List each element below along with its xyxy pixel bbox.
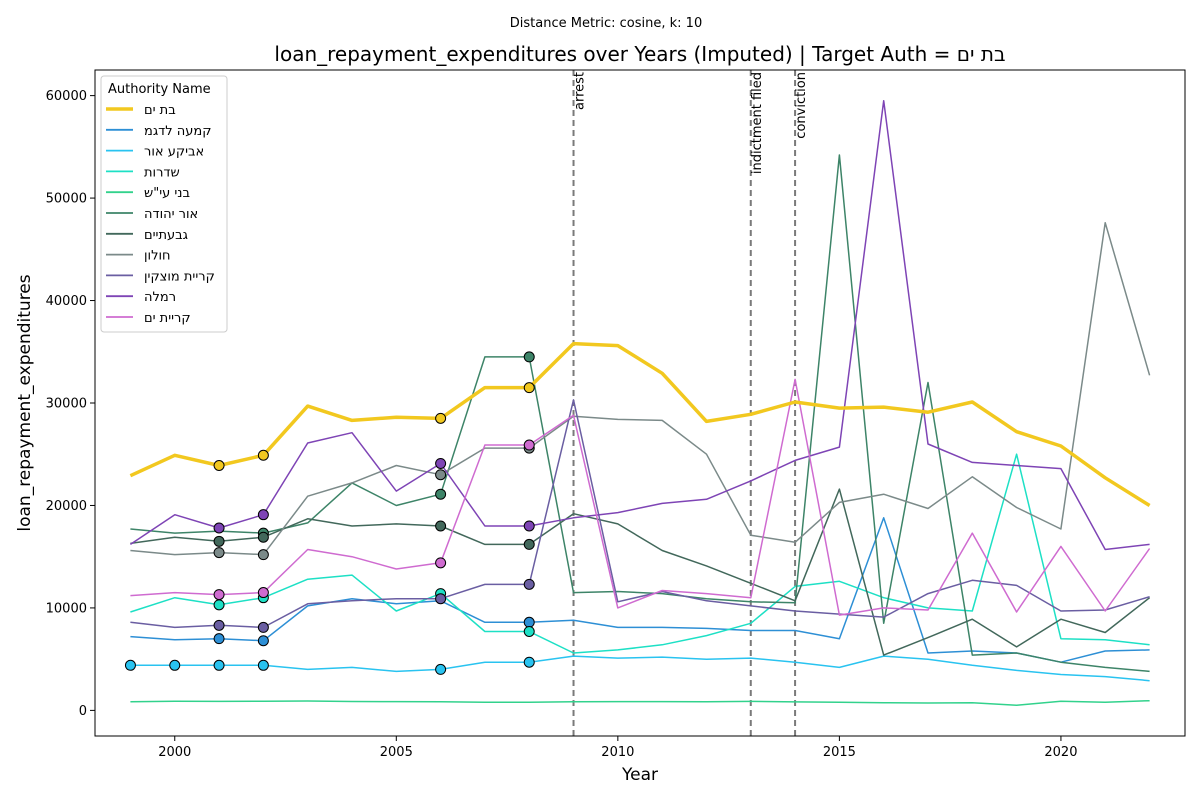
imputed-points xyxy=(124,351,535,675)
chart-title: loan_repayment_expenditures over Years (… xyxy=(274,42,1005,66)
imputed-point xyxy=(257,509,269,521)
series-line xyxy=(130,378,1151,616)
imputed-point xyxy=(257,635,269,647)
x-tick-label: 2005 xyxy=(380,745,413,760)
x-tick-label: 2020 xyxy=(1044,745,1077,760)
y-tick-label: 40000 xyxy=(46,294,87,309)
legend-label: שדרות xyxy=(144,165,180,180)
y-tick-label: 20000 xyxy=(46,499,87,514)
legend-label: חולון xyxy=(144,249,171,264)
x-tick-label: 2015 xyxy=(823,745,856,760)
imputed-point xyxy=(435,488,447,500)
imputed-point xyxy=(213,589,225,601)
legend-label: גבעתיים xyxy=(144,228,188,243)
imputed-point xyxy=(523,538,535,550)
y-tick-label: 0 xyxy=(79,704,87,719)
y-tick-label: 30000 xyxy=(46,397,87,412)
legend-label: קמעה לדגמ xyxy=(144,124,212,139)
imputed-point xyxy=(523,520,535,532)
imputed-point xyxy=(124,659,136,671)
legend-label: אביקע אור xyxy=(144,145,204,160)
imputed-point xyxy=(213,535,225,547)
imputed-point xyxy=(257,621,269,633)
y-axis: 0 10000 20000 30000 40000 50000 60000 xyxy=(46,89,95,719)
legend-label: אור יהודה xyxy=(144,207,198,222)
imputed-point xyxy=(213,659,225,671)
imputed-point xyxy=(523,625,535,637)
imputed-point xyxy=(435,593,447,605)
imputed-point xyxy=(213,599,225,611)
imputed-point xyxy=(169,659,181,671)
x-tick-label: 2010 xyxy=(601,745,634,760)
imputed-point xyxy=(257,449,269,461)
imputed-point xyxy=(523,382,535,394)
series-line xyxy=(130,655,1150,682)
event-label: indictment filed xyxy=(750,72,765,174)
x-axis: 2000 2005 2010 2015 2020 xyxy=(158,736,1077,760)
series-line xyxy=(130,399,1150,629)
legend-label: קריית ים xyxy=(144,311,191,326)
series-line xyxy=(129,341,1151,507)
y-axis-title: loan_repayment_expenditures xyxy=(15,274,35,531)
imputed-point xyxy=(523,578,535,590)
series-line xyxy=(129,99,1150,551)
legend-title: Authority Name xyxy=(108,82,211,97)
imputed-point xyxy=(435,412,447,424)
event-label: arrest xyxy=(573,72,588,110)
imputed-point xyxy=(213,522,225,534)
imputed-point xyxy=(213,547,225,559)
series-lines xyxy=(129,99,1151,707)
imputed-point xyxy=(257,587,269,599)
imputed-point xyxy=(435,520,447,532)
legend-label: קריית מוצקין xyxy=(144,269,215,284)
imputed-point xyxy=(435,469,447,481)
imputed-point xyxy=(523,351,535,363)
plot-frame xyxy=(94,69,1186,737)
y-tick-label: 10000 xyxy=(46,601,87,616)
series-line xyxy=(130,221,1151,556)
series-line xyxy=(130,699,1150,707)
imputed-point xyxy=(257,659,269,671)
imputed-point xyxy=(523,439,535,451)
imputed-point xyxy=(213,460,225,472)
imputed-point xyxy=(257,531,269,543)
series-line xyxy=(130,488,1151,656)
series-line xyxy=(130,154,1150,673)
x-tick-label: 2000 xyxy=(158,745,191,760)
imputed-point xyxy=(213,619,225,631)
x-axis-title: Year xyxy=(621,765,658,785)
imputed-point xyxy=(435,457,447,469)
imputed-point xyxy=(435,557,447,569)
suptitle: Distance Metric: cosine, k: 10 xyxy=(510,16,702,31)
legend: Authority Name בת ים קמעה לדגמ אביקע אור שד… xyxy=(100,75,228,333)
imputed-point xyxy=(213,633,225,645)
event-label: conviction xyxy=(794,72,809,139)
imputed-point xyxy=(257,549,269,561)
legend-label: בת ים xyxy=(144,103,176,118)
y-tick-label: 60000 xyxy=(46,89,87,104)
series-line xyxy=(130,517,1150,663)
y-tick-label: 50000 xyxy=(46,192,87,207)
legend-items: בת ים קמעה לדגמ אביקע אור שדרות בני עי"ש אור … xyxy=(106,103,215,326)
legend-box xyxy=(100,75,228,333)
imputed-point xyxy=(523,656,535,668)
series-line xyxy=(130,453,1150,654)
legend-label: רמלה xyxy=(144,290,176,305)
legend-label: בני עי"ש xyxy=(144,186,190,201)
imputed-point xyxy=(523,616,535,628)
imputed-point xyxy=(435,663,447,675)
